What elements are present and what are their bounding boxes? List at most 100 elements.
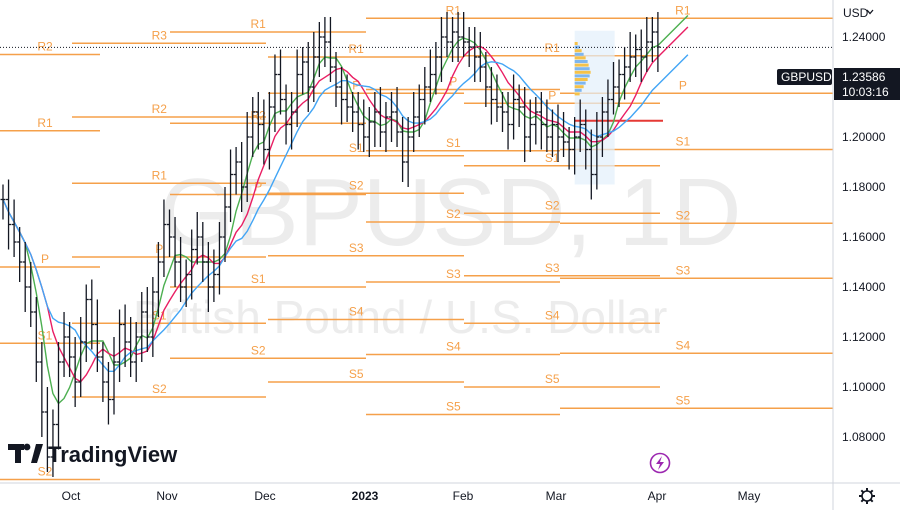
pivot-label: S5 [676, 393, 691, 407]
ohlc-bar [266, 92, 272, 170]
pivot-label: S5 [545, 372, 560, 386]
volume-profile-bar [574, 81, 586, 85]
ohlc-bar [594, 112, 600, 190]
pivot-label: P [548, 88, 556, 102]
ohlc-bar [638, 29, 644, 82]
pivot-label: R1 [251, 17, 267, 31]
pivot-label: S2 [251, 343, 266, 357]
volume-profile-bar [574, 70, 591, 74]
gear-icon[interactable] [859, 488, 875, 504]
ohlc-bar [611, 62, 616, 115]
ohlc-bar [67, 322, 73, 377]
volume-profile-bar [574, 92, 580, 96]
ohlc-bar [94, 299, 100, 372]
pivot-label: S3 [446, 267, 461, 281]
ohlc-bar [117, 309, 123, 382]
pivot-label: R2 [152, 102, 168, 116]
ohlc-bar [28, 262, 34, 327]
time-axis[interactable]: Oct Nov Dec 2023 Feb Mar Apr May [62, 489, 761, 503]
time-tick-label: Mar [546, 489, 567, 503]
logo-text: TradingView [48, 442, 178, 467]
price-tick-label: 1.14000 [842, 280, 886, 294]
ohlc-bar [622, 47, 628, 100]
volume-profile-bar [574, 78, 588, 81]
pivot-label: R1 [152, 168, 168, 182]
price-tick-label: 1.08000 [842, 430, 886, 444]
ohlc-bar [394, 87, 400, 147]
ohlc-bar [255, 92, 261, 150]
ohlc-bar [533, 97, 539, 145]
time-tick-label: May [738, 489, 761, 503]
time-tick-label: Apr [648, 489, 667, 503]
pivot-label: S4 [349, 305, 364, 319]
pivot-label: S3 [545, 261, 560, 275]
price-tick-label: 1.16000 [842, 230, 886, 244]
currency-selector[interactable]: USD [843, 6, 874, 20]
pivot-label: P [155, 242, 163, 256]
volume-profile-bar [574, 45, 580, 49]
volume-profile-bar [574, 49, 582, 53]
time-tick-label: Oct [62, 489, 81, 503]
ohlc-bar [555, 104, 561, 162]
lightning-icon[interactable] [649, 452, 671, 474]
price-axis[interactable]: 1.240001.220001.200001.180001.160001.140… [842, 30, 886, 444]
pivot-label: S3 [349, 241, 364, 255]
sma-mid-line [2, 26, 689, 383]
volume-profile-bar [574, 74, 590, 78]
pivot-label: S2 [152, 382, 167, 396]
pivot-label: S2 [446, 207, 461, 221]
ohlc-bar [300, 47, 306, 95]
time-tick-label: Feb [453, 489, 474, 503]
ohlc-bar [139, 292, 145, 362]
symbol-tag-label: GBPUSD [781, 70, 832, 84]
pivot-label: S5 [349, 367, 364, 381]
pivot-label: R1 [349, 42, 365, 56]
ohlc-bar [522, 87, 528, 162]
ohlc-bar [377, 87, 383, 147]
ohlc-bar [100, 342, 106, 402]
ohlc-bar [627, 32, 633, 82]
pivot-label: S1 [251, 272, 266, 286]
ohlc-bar [655, 12, 661, 72]
ohlc-bar [350, 92, 356, 132]
pivot-label: S1 [446, 136, 461, 150]
pivot-label: S4 [545, 308, 560, 322]
ohlc-bar [133, 322, 139, 382]
ohlc-bar [178, 237, 184, 302]
ohlc-bar [6, 179, 12, 250]
tradingview-logo-icon [8, 443, 43, 463]
pivot-label: S2 [676, 208, 691, 222]
ohlc-bar [50, 409, 56, 477]
pivot-points-layer: R2R1PS1S2R3R2R1PS1S2R1R2PS1S2R1PS1S2S3S4… [0, 3, 833, 481]
ohlc-bars-layer [0, 12, 661, 477]
volume-profile-bar [574, 52, 584, 56]
ohlc-bar [405, 117, 411, 187]
currency-label[interactable]: USD [843, 6, 869, 20]
ohlc-bar [144, 287, 150, 352]
ohlc-bar [477, 32, 483, 82]
pivot-label: S5 [446, 400, 461, 414]
price-tag-box [834, 68, 900, 100]
pivot-label: R1 [37, 116, 53, 130]
pivot-label: S1 [545, 151, 560, 165]
ohlc-bar [583, 109, 589, 170]
ohlc-bar [205, 242, 211, 312]
ohlc-bar [361, 99, 367, 152]
ohlc-bar [189, 229, 195, 300]
ohlc-bar [538, 92, 544, 150]
tradingview-logo[interactable]: TradingView [8, 442, 178, 467]
pivot-label: S1 [676, 135, 691, 149]
ohlc-bar [549, 109, 555, 157]
pivot-label: S1 [152, 308, 167, 322]
ohlc-bar [344, 74, 350, 122]
chevron-down-icon[interactable] [866, 9, 874, 15]
volume-profile-bar [574, 88, 582, 92]
ohlc-bar [483, 52, 489, 107]
ohlc-bar [649, 17, 655, 62]
ohlc-bar [500, 92, 505, 132]
ohlc-bar [599, 97, 605, 157]
pivot-label: S1 [38, 328, 53, 342]
ohlc-bar [128, 317, 134, 377]
ohlc-bar [372, 92, 378, 147]
